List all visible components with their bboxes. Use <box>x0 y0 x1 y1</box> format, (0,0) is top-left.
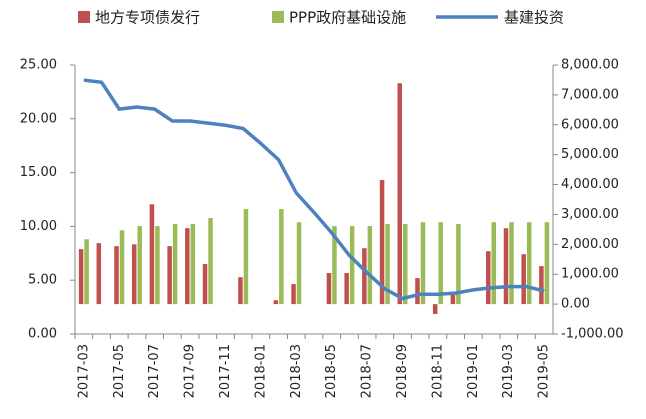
x-tick-label: 2018-07 <box>360 344 375 398</box>
bar <box>167 246 172 305</box>
bar <box>84 239 89 305</box>
bar <box>243 209 249 305</box>
y2-tick-label: 8,000.00 <box>561 58 619 73</box>
bar <box>202 264 208 305</box>
bar <box>131 244 137 305</box>
bar <box>403 224 408 305</box>
legend-swatch <box>272 11 284 23</box>
bar <box>119 230 125 305</box>
y2-tick-label: -1,000.00 <box>561 327 624 342</box>
bar <box>456 224 461 305</box>
x-tick-label: 2017-09 <box>183 344 198 398</box>
bar <box>238 277 243 305</box>
x-tick-label: 2018-01 <box>253 344 268 398</box>
bar <box>367 226 373 305</box>
bar <box>291 284 296 305</box>
legend-label: 地方专项债发行 <box>95 9 200 27</box>
y2-tick-label: 5,000.00 <box>561 147 619 162</box>
bar <box>450 293 456 305</box>
bar <box>208 218 213 305</box>
bar <box>432 304 438 314</box>
x-tick-label: 2017-07 <box>147 344 162 398</box>
bar <box>509 222 514 305</box>
bar <box>273 300 279 305</box>
bar <box>137 226 142 305</box>
legend-label: 基建投资 <box>504 9 564 27</box>
bar <box>438 222 443 305</box>
x-tick-label: 2018-05 <box>324 344 339 398</box>
y2-tick-label: 3,000.00 <box>561 207 619 222</box>
y2-tick-label: 4,000.00 <box>561 177 619 192</box>
y-tick-label: 25.00 <box>20 58 57 73</box>
bar <box>521 254 526 305</box>
bar <box>385 224 390 305</box>
bar <box>486 251 491 305</box>
y2-tick-label: 1,000.00 <box>561 267 619 282</box>
y2-tick-label: 6,000.00 <box>561 117 619 132</box>
bar <box>420 222 426 305</box>
x-tick-label: 2018-03 <box>289 344 304 398</box>
y-tick-label: 5.00 <box>28 273 57 288</box>
x-tick-label: 2017-05 <box>112 344 127 398</box>
bar <box>190 224 196 305</box>
bar <box>362 248 367 305</box>
bar <box>172 224 178 305</box>
bar <box>539 266 544 305</box>
bar <box>78 249 84 305</box>
bar <box>332 226 337 305</box>
bar <box>491 222 497 305</box>
bar <box>344 273 349 305</box>
x-tick-label: 2017-11 <box>218 344 233 398</box>
x-tick-label: 2018-09 <box>395 344 410 398</box>
y2-tick-label: 2,000.00 <box>561 237 619 252</box>
y2-tick-label: 0.00 <box>561 297 590 312</box>
bar <box>296 222 302 305</box>
y-tick-label: 10.00 <box>20 219 57 234</box>
y2-tick-label: 7,000.00 <box>561 87 619 102</box>
x-tick-label: 2018-11 <box>430 344 445 398</box>
legend-label: PPP政府基础设施 <box>289 9 406 27</box>
bar <box>326 273 332 305</box>
bar <box>526 222 532 305</box>
legend-swatch <box>78 11 90 23</box>
bar <box>114 246 119 305</box>
x-tick-label: 2019-05 <box>537 344 552 398</box>
x-tick-label: 2019-01 <box>466 344 481 398</box>
y-tick-label: 15.00 <box>20 165 57 180</box>
bar <box>279 209 284 305</box>
bar <box>349 226 355 305</box>
bar <box>415 278 420 305</box>
bar <box>149 204 155 305</box>
bar <box>544 222 550 305</box>
y-tick-label: 0.00 <box>28 327 57 342</box>
line <box>83 78 545 301</box>
bar <box>96 243 102 305</box>
bar <box>397 83 403 305</box>
bar <box>185 228 190 305</box>
y-tick-label: 20.00 <box>20 111 57 126</box>
bar <box>155 226 160 305</box>
x-tick-label: 2017-03 <box>76 344 91 398</box>
bar <box>503 228 509 305</box>
bar <box>379 180 385 305</box>
x-tick-label: 2019-03 <box>501 344 516 398</box>
